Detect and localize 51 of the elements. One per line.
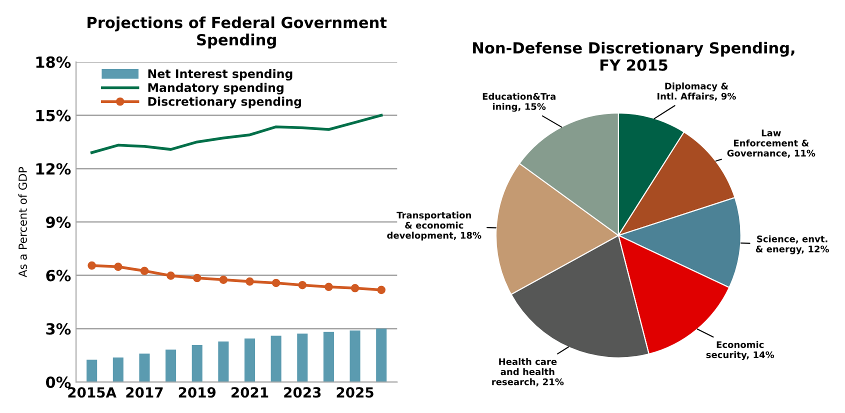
line-series <box>90 114 383 154</box>
slice-label: Diplomacy & Intl. Affairs, 9% <box>658 82 736 101</box>
bar <box>218 341 229 382</box>
bar <box>244 338 256 382</box>
bar <box>166 350 176 382</box>
y-tick-label: 18% <box>36 56 71 68</box>
slice-label: Economic security, 14% <box>706 341 774 360</box>
point <box>166 272 175 280</box>
bar <box>350 330 360 382</box>
bar <box>192 345 202 382</box>
chart-title: Projections of Federal Government Spending <box>88 16 387 49</box>
bar <box>139 354 150 382</box>
bar <box>112 357 124 382</box>
slice-label: Law Enforcement & Governance, 11% <box>727 130 816 158</box>
point <box>272 278 280 288</box>
y-tick-label: 9% <box>46 216 71 228</box>
bar <box>297 334 308 382</box>
point <box>140 266 149 276</box>
x-tick-label: 2015A <box>68 387 116 398</box>
slice-label: Health care and health research, 21% <box>492 358 564 386</box>
point <box>377 286 386 294</box>
x-tick-label: 2023 <box>284 387 321 398</box>
bar <box>86 360 98 382</box>
point <box>192 274 202 282</box>
point <box>219 276 228 284</box>
point <box>88 261 96 270</box>
y-tick-label: 12% <box>36 163 71 175</box>
bar <box>323 332 334 382</box>
point <box>350 284 360 292</box>
bar <box>270 336 282 382</box>
legend-label: Net Interest spending <box>148 69 292 81</box>
x-tick-label: 2021 <box>232 387 268 398</box>
point <box>298 280 307 290</box>
slice-label: Science, envt. & energy, 12% <box>756 235 830 254</box>
y-tick-label: 15% <box>36 110 71 122</box>
y-axis-title: As a Percent of GDP <box>18 167 27 278</box>
point <box>246 277 254 286</box>
x-tick-label: 2025 <box>336 387 374 398</box>
chart-title: Non-Defense Discretionary Spending, FY 2015 <box>473 42 794 71</box>
y-tick-label: 6% <box>46 270 71 282</box>
legend-label: Mandatory spending <box>148 82 284 94</box>
point <box>324 282 333 292</box>
point <box>114 262 122 271</box>
x-tick-label: 2017 <box>126 387 163 398</box>
y-tick-label: 0% <box>46 376 71 388</box>
bar <box>376 328 387 382</box>
x-tick-label: 2019 <box>178 387 216 398</box>
slice-label: Education&Tra ining, 15% <box>482 92 556 112</box>
slice-label: Transportation & economic development, 18% <box>387 212 482 241</box>
y-tick-label: 3% <box>46 323 71 335</box>
legend-label: Discretionary spending <box>148 96 302 108</box>
